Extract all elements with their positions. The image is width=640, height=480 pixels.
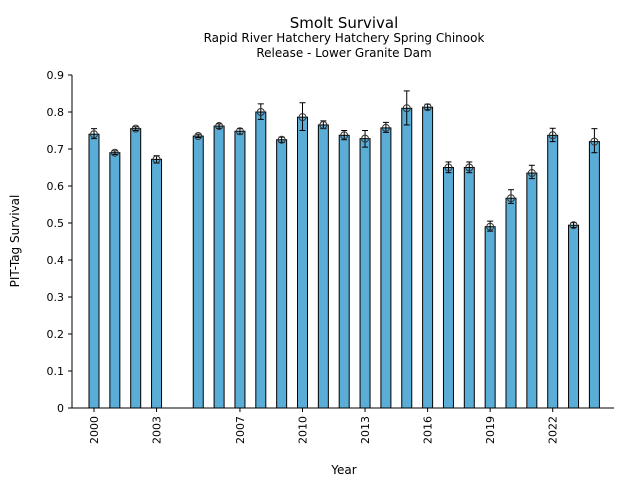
y-tick-label: 0.9 [47,69,65,82]
point-marker-2024 [590,137,599,146]
y-tick-label: 0 [57,402,64,415]
point-marker-2006 [215,122,224,131]
x-tick-label: 2003 [151,416,164,444]
point-marker-2023 [569,221,578,230]
point-marker-2017 [444,163,453,172]
point-marker-2002 [131,124,140,133]
bar-2014 [380,127,392,409]
point-marker-2018 [465,163,474,172]
bar-2017 [442,167,454,409]
bar-2003 [151,158,163,409]
point-marker-2011 [319,120,328,129]
bar-2001 [109,152,121,409]
point-marker-2020 [507,194,515,203]
point-marker-2012 [340,131,349,140]
bar-2024 [588,141,600,409]
point-marker-2021 [527,169,536,178]
point-marker-2016 [423,103,432,112]
x-ticks-group: 2000 2003 2007 2010 2013 2016 2019 2022 [88,408,560,444]
y-axis-label: PIT-Tag Survival [8,195,22,288]
x-tick-label: 2019 [484,416,497,444]
bar-2002 [130,128,142,409]
bar-2018 [463,167,475,409]
bar-2008 [255,111,267,409]
point-marker-2019 [486,222,495,231]
bar-2016 [422,106,434,409]
bar-2021 [526,172,538,409]
point-marker-2010 [298,113,307,122]
error-bars-group [90,90,599,232]
chart-subtitle-line-1: Rapid River Hatchery Hatchery Spring Chi… [204,31,485,45]
bar-2007 [234,130,246,409]
y-ticks-group: 0 0.1 0.2 0.3 0.4 0.5 0.6 0.7 0.8 0.9 [47,69,72,415]
bars-group [88,106,600,409]
bar-2013 [359,138,371,409]
point-marker-2000 [90,130,98,139]
point-marker-2014 [381,123,390,132]
y-tick-label: 0.7 [47,143,65,156]
y-tick-label: 0.4 [47,254,65,267]
point-marker-2001 [110,148,119,157]
bar-2019 [484,226,496,409]
point-marker-2003 [152,155,161,164]
bar-2011 [317,124,329,409]
x-tick-label: 2000 [88,416,101,444]
point-marker-2005 [194,132,203,141]
bar-2000 [88,133,100,409]
y-tick-label: 0.3 [47,291,65,304]
y-tick-label: 0.8 [47,106,65,119]
x-tick-label: 2010 [297,416,310,444]
x-axis-label: Year [330,463,356,477]
point-marker-2008 [256,108,265,116]
x-tick-label: 2013 [359,416,372,444]
point-marker-2013 [361,134,370,143]
bar-2009 [276,139,288,409]
chart-title: Smolt Survival [290,14,399,32]
point-marker-2022 [548,131,557,140]
chart-subtitle-line-2: Release - Lower Granite Dam [256,46,431,60]
y-tick-label: 0.2 [47,328,65,341]
point-marker-2007 [235,127,244,136]
bar-2015 [401,107,413,409]
bar-2005 [192,135,204,409]
y-tick-label: 0.5 [47,217,65,230]
point-marker-2015 [402,104,411,113]
bar-2023 [568,224,580,409]
bar-2010 [297,116,308,409]
x-tick-label: 2007 [234,416,247,444]
y-tick-label: 0.1 [47,365,65,378]
bar-2012 [338,134,350,409]
x-tick-label: 2022 [547,416,560,444]
bar-2022 [547,134,559,409]
x-tick-label: 2016 [422,416,435,444]
bar-2006 [213,125,225,409]
bar-2020 [505,197,517,409]
point-marker-2009 [277,135,286,144]
y-tick-label: 0.6 [47,180,65,193]
